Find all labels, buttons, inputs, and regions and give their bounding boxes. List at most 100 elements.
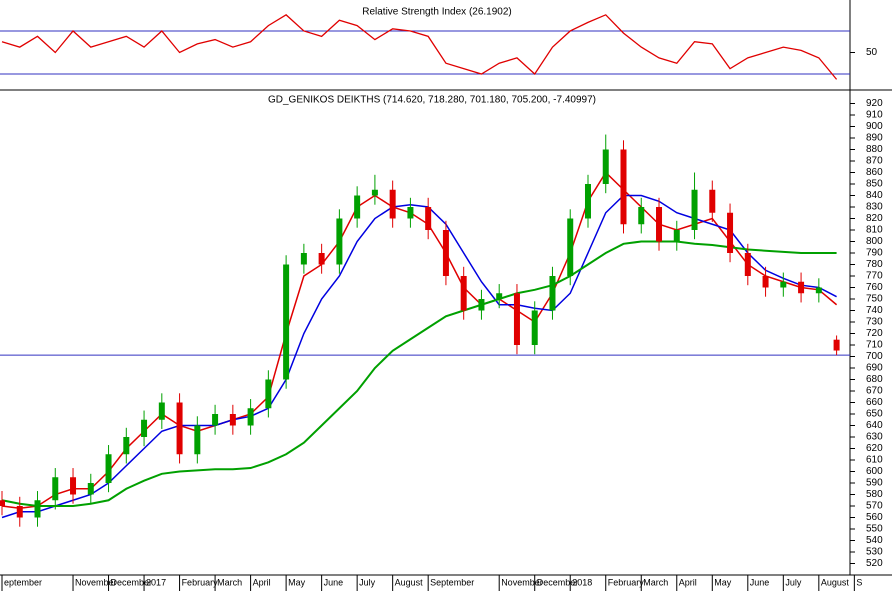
candle-body bbox=[318, 253, 325, 265]
candle-body bbox=[602, 149, 609, 184]
y-tick-label: 700 bbox=[866, 351, 883, 362]
candle-body bbox=[212, 414, 219, 426]
x-tick-label: August bbox=[821, 577, 850, 587]
price-title: GD_GENIKOS DEIKTHS (714.620, 718.280, 70… bbox=[268, 95, 596, 106]
candle-body bbox=[336, 218, 343, 265]
x-tick-label: June bbox=[750, 577, 770, 587]
candle-body bbox=[16, 506, 23, 518]
y-tick-label: 660 bbox=[866, 397, 883, 408]
candle-body bbox=[87, 483, 94, 495]
candle-body bbox=[780, 281, 787, 288]
y-tick-label: 760 bbox=[866, 282, 883, 293]
candle-body bbox=[567, 218, 574, 276]
x-tick-label: February bbox=[182, 577, 219, 587]
x-tick-label: S bbox=[856, 577, 862, 587]
x-tick-label: March bbox=[217, 577, 242, 587]
x-tick-label: 2018 bbox=[572, 577, 592, 587]
candle-body bbox=[478, 299, 485, 311]
candle-body bbox=[762, 276, 769, 288]
candle-body bbox=[815, 287, 822, 294]
rsi-title: Relative Strength Index (26.1902) bbox=[362, 7, 512, 18]
x-tick-label: March bbox=[643, 577, 668, 587]
candle-body bbox=[496, 293, 503, 299]
x-tick-label: 2017 bbox=[146, 577, 166, 587]
y-tick-label: 750 bbox=[866, 294, 883, 305]
y-tick-label: 720 bbox=[866, 328, 883, 339]
y-tick-label: 840 bbox=[866, 190, 883, 201]
candle-body bbox=[513, 293, 520, 345]
y-tick-label: 710 bbox=[866, 340, 883, 351]
candle-body bbox=[549, 276, 556, 311]
candle-body bbox=[656, 207, 663, 242]
candle-body bbox=[673, 230, 680, 242]
x-tick-label: November bbox=[501, 577, 543, 587]
y-tick-label: 890 bbox=[866, 133, 883, 144]
candle-body bbox=[283, 264, 290, 380]
y-tick-label: 850 bbox=[866, 179, 883, 190]
candle-body bbox=[407, 207, 414, 219]
rsi-line bbox=[1, 14, 838, 80]
y-tick-label: 570 bbox=[866, 501, 883, 512]
x-tick-label: April bbox=[253, 577, 271, 587]
y-tick-label: 870 bbox=[866, 156, 883, 167]
candle-body bbox=[34, 500, 41, 518]
candle-body bbox=[389, 189, 396, 219]
candle-body bbox=[620, 149, 627, 225]
y-tick-label: 680 bbox=[866, 374, 883, 385]
x-tick-label: December bbox=[537, 577, 579, 587]
candle-body bbox=[0, 500, 5, 506]
y-tick-label: 540 bbox=[866, 535, 883, 546]
x-tick-label: September bbox=[430, 577, 474, 587]
candle-body bbox=[442, 230, 449, 276]
x-tick-label: May bbox=[714, 577, 732, 587]
y-tick-label: 530 bbox=[866, 547, 883, 558]
candle-body bbox=[300, 253, 307, 265]
y-tick-label: 550 bbox=[866, 524, 883, 535]
x-tick-label: February bbox=[608, 577, 645, 587]
x-tick-label: July bbox=[785, 577, 802, 587]
y-tick-label: 560 bbox=[866, 512, 883, 523]
y-tick-label: 910 bbox=[866, 110, 883, 121]
candle-body bbox=[638, 207, 645, 225]
candle-body bbox=[265, 379, 272, 409]
candle-body bbox=[354, 195, 361, 219]
candle-body bbox=[371, 189, 378, 196]
x-tick-label: November bbox=[75, 577, 117, 587]
candle-body bbox=[105, 454, 112, 483]
candle-body bbox=[52, 477, 59, 501]
candle-body bbox=[531, 310, 538, 345]
candle-body bbox=[833, 339, 840, 351]
candle-body bbox=[123, 437, 130, 455]
y-tick-label: 620 bbox=[866, 443, 883, 454]
candle-body bbox=[425, 207, 432, 230]
y-tick-label: 810 bbox=[866, 225, 883, 236]
y-tick-label: 860 bbox=[866, 167, 883, 178]
x-tick-label: July bbox=[359, 577, 376, 587]
candle-body bbox=[229, 414, 236, 426]
y-tick-label: 520 bbox=[866, 558, 883, 569]
candle-body bbox=[744, 253, 751, 276]
y-tick-label: 770 bbox=[866, 271, 883, 282]
candle-body bbox=[460, 276, 467, 311]
x-tick-label: December bbox=[111, 577, 153, 587]
y-tick-label: 670 bbox=[866, 386, 883, 397]
y-tick-label: 880 bbox=[866, 144, 883, 155]
y-tick-label: 690 bbox=[866, 363, 883, 374]
candle-body bbox=[798, 281, 805, 294]
x-tick-label: August bbox=[395, 577, 424, 587]
candle-body bbox=[691, 189, 698, 230]
x-tick-label: May bbox=[288, 577, 306, 587]
y-tick-label: 830 bbox=[866, 202, 883, 213]
y-tick-label: 580 bbox=[866, 489, 883, 500]
candle-body bbox=[141, 419, 148, 437]
candle-body bbox=[584, 184, 591, 219]
candle-body bbox=[194, 425, 201, 455]
y-tick-label: 50 bbox=[866, 47, 878, 58]
y-tick-label: 790 bbox=[866, 248, 883, 259]
y-tick-label: 920 bbox=[866, 98, 883, 109]
candle-body bbox=[176, 402, 183, 455]
y-tick-label: 600 bbox=[866, 466, 883, 477]
y-tick-label: 640 bbox=[866, 420, 883, 431]
candle-body bbox=[247, 408, 254, 426]
candle-body bbox=[158, 402, 165, 420]
